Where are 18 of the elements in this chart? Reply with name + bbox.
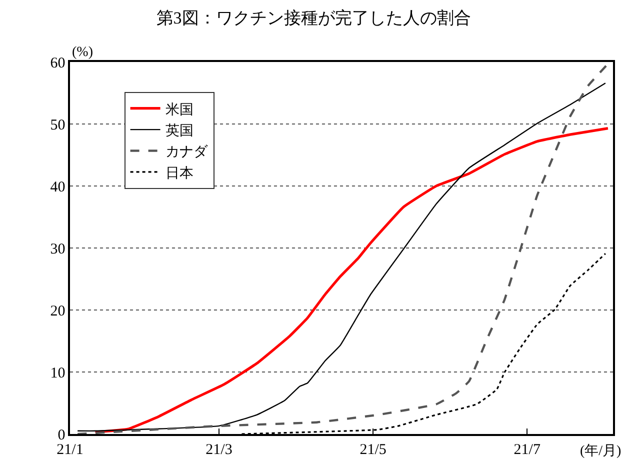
chart-title: 第3図：ワクチン接種が完了した人の割合 — [156, 8, 471, 28]
legend-label: カナダ — [165, 144, 208, 160]
x-tick-label: 21/7 — [514, 442, 541, 458]
y-tick-label: 50 — [50, 117, 66, 134]
x-tick-label: 21/5 — [360, 442, 386, 458]
x-tick-label: 21/1 — [56, 442, 84, 458]
y-axis-title: (%) — [72, 45, 94, 60]
y-tick-label: 30 — [50, 241, 66, 258]
y-tick-label: 60 — [50, 55, 66, 72]
legend-label: 英国 — [165, 123, 194, 140]
x-tick-label: 21/3 — [206, 442, 232, 458]
y-tick-label: 10 — [50, 365, 66, 382]
y-tick-label: 20 — [50, 303, 66, 320]
x-axis-title: (年/月) — [580, 443, 622, 459]
legend-label: 米国 — [165, 102, 194, 118]
y-tick-label: 40 — [50, 179, 66, 196]
legend-label: 日本 — [165, 165, 194, 182]
y-tick-label: 0 — [58, 427, 66, 444]
